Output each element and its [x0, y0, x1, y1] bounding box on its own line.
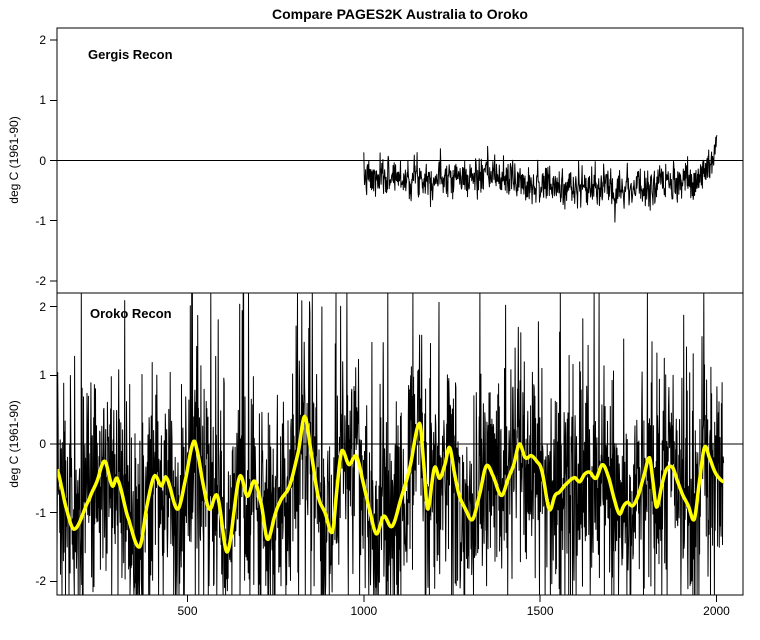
- x-tick-label: 500: [177, 604, 198, 618]
- x-tick-label: 2000: [703, 604, 730, 618]
- y-tick-label: -1: [35, 505, 46, 520]
- y-tick-label: 2: [39, 299, 46, 314]
- y-tick-label: 2: [39, 33, 46, 48]
- y-tick-label: 0: [39, 153, 46, 168]
- chart-title: Compare PAGES2K Australia to Oroko: [272, 6, 528, 22]
- y-tick-label: -1: [35, 213, 46, 228]
- y-tick-label: 1: [39, 93, 46, 108]
- y-tick-label: 1: [39, 368, 46, 383]
- gergis-annual-series: [363, 135, 718, 223]
- panel-label-oroko: Oroko Recon: [90, 306, 172, 321]
- panel-label-gergis: Gergis Recon: [88, 47, 173, 62]
- oroko-annual-series: [57, 293, 725, 595]
- y-tick-label: -2: [35, 574, 46, 589]
- y-tick-label: -2: [35, 273, 46, 288]
- x-tick-label: 1000: [350, 604, 378, 618]
- y-tick-label: 0: [39, 437, 46, 451]
- oroko-smoothed-series: [57, 414, 725, 554]
- x-tick-label: 1500: [526, 604, 554, 618]
